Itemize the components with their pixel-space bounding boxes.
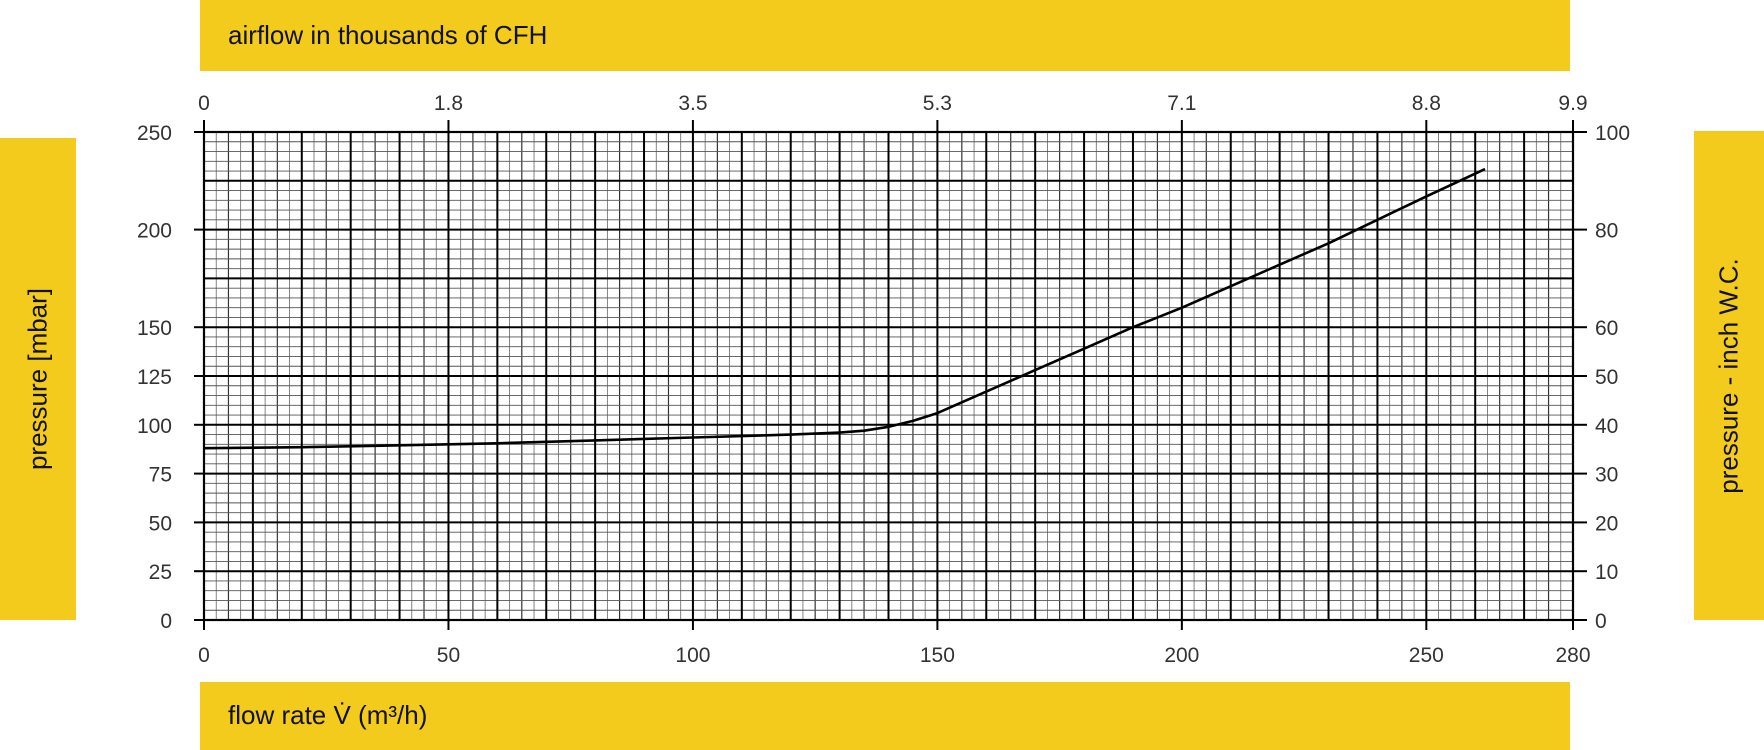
top-tick-label: 7.1: [1167, 92, 1196, 115]
x-tick-label: 200: [1164, 644, 1199, 667]
y-tick-label: 50: [149, 512, 172, 535]
right-tick-label: 50: [1595, 366, 1618, 389]
x-tick-label: 100: [675, 644, 710, 667]
axis-ticks: [194, 120, 1587, 630]
top-axis-title-band: airflow in thousands of CFH: [200, 0, 1570, 71]
x-tick-label: 250: [1409, 644, 1444, 667]
top-tick-label: 9.9: [1558, 92, 1587, 115]
top-tick-label: 1.8: [434, 92, 463, 115]
right-tick-label: 0: [1595, 610, 1607, 633]
y-tick-label: 150: [137, 317, 172, 340]
y-tick-label: 200: [137, 220, 172, 243]
right-tick-label: 40: [1595, 415, 1618, 438]
y-tick-label: 125: [137, 366, 172, 389]
y-tick-label: 75: [149, 464, 172, 487]
left-axis-title-band: pressure [mbar]: [0, 138, 76, 620]
y-tick-label: 0: [160, 610, 172, 633]
x-tick-label: 280: [1555, 644, 1590, 667]
right-tick-label: 30: [1595, 464, 1618, 487]
right-tick-label: 80: [1595, 220, 1618, 243]
x-tick-label: 150: [920, 644, 955, 667]
x-tick-label: 0: [198, 644, 210, 667]
top-tick-label: 5.3: [923, 92, 952, 115]
x-tick-label: 50: [437, 644, 460, 667]
y-tick-label: 100: [137, 415, 172, 438]
top-tick-label: 3.5: [678, 92, 707, 115]
y-tick-label: 25: [149, 561, 172, 584]
top-tick-label: 8.8: [1412, 92, 1441, 115]
y-tick-label: 250: [137, 122, 172, 145]
series-layer: [203, 167, 1486, 450]
right-axis-title-band: pressure - inch W.C.: [1694, 131, 1764, 620]
right-tick-label: 20: [1595, 512, 1618, 535]
bottom-axis-title: flow rate V̇ (m³/h): [228, 700, 428, 730]
top-axis-title: airflow in thousands of CFH: [228, 20, 548, 50]
major-grid: [202, 130, 1575, 622]
right-tick-label: 60: [1595, 317, 1618, 340]
bottom-axis-title-band: flow rate V̇ (m³/h): [200, 682, 1570, 750]
top-tick-label: 0: [198, 92, 210, 115]
series-line-0: [203, 167, 1486, 450]
right-tick-label: 10: [1595, 561, 1618, 584]
right-tick-label: 100: [1595, 122, 1630, 145]
